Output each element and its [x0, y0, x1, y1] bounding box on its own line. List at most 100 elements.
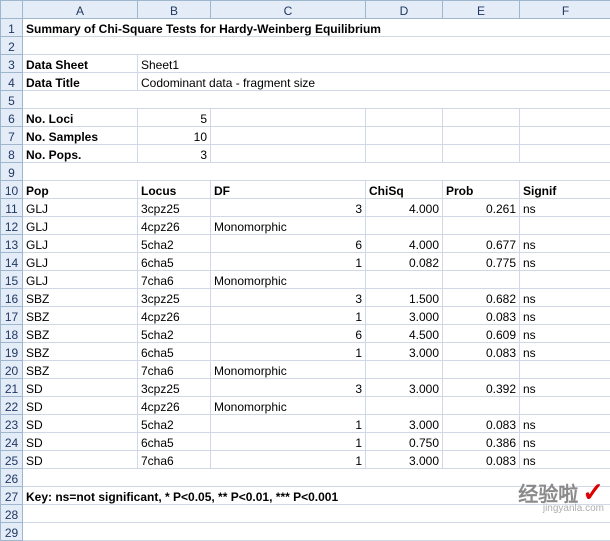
- col-header-E[interactable]: E: [443, 1, 520, 19]
- row-header-1[interactable]: 1: [1, 19, 23, 37]
- cell-df[interactable]: 1: [211, 451, 366, 469]
- row-header-15[interactable]: 15: [1, 271, 23, 289]
- cell-signif[interactable]: ns: [520, 235, 610, 253]
- cell-signif[interactable]: [520, 361, 610, 379]
- row-header-26[interactable]: 26: [1, 469, 23, 487]
- cell-chisq[interactable]: [366, 397, 443, 415]
- cell-df[interactable]: Monomorphic: [211, 397, 366, 415]
- row-header-19[interactable]: 19: [1, 343, 23, 361]
- row-header-23[interactable]: 23: [1, 415, 23, 433]
- cell-chisq[interactable]: 4.000: [366, 235, 443, 253]
- cell-locus[interactable]: 4cpz26: [138, 217, 211, 235]
- cell-pop[interactable]: GLJ: [23, 271, 138, 289]
- cell-prob[interactable]: 0.083: [443, 415, 520, 433]
- cell-locus[interactable]: 5cha2: [138, 325, 211, 343]
- cell-pop[interactable]: SD: [23, 415, 138, 433]
- header-pop[interactable]: Pop: [23, 181, 138, 199]
- cell-signif[interactable]: ns: [520, 253, 610, 271]
- label-nopops[interactable]: No. Pops.: [23, 145, 138, 163]
- header-chisq[interactable]: ChiSq: [366, 181, 443, 199]
- cell-signif[interactable]: ns: [520, 451, 610, 469]
- cell-locus[interactable]: 5cha2: [138, 235, 211, 253]
- cell-locus[interactable]: 5cha2: [138, 415, 211, 433]
- cell-signif[interactable]: [520, 397, 610, 415]
- row-header-27[interactable]: 27: [1, 487, 23, 505]
- title-cell[interactable]: Summary of Chi-Square Tests for Hardy-We…: [23, 19, 610, 37]
- header-locus[interactable]: Locus: [138, 181, 211, 199]
- cell-df[interactable]: 1: [211, 433, 366, 451]
- cell-prob[interactable]: 0.083: [443, 343, 520, 361]
- cell-df[interactable]: 1: [211, 415, 366, 433]
- cell-chisq[interactable]: [366, 271, 443, 289]
- row-header-20[interactable]: 20: [1, 361, 23, 379]
- cell-chisq[interactable]: [366, 217, 443, 235]
- cell-prob[interactable]: [443, 217, 520, 235]
- cell-prob[interactable]: 0.775: [443, 253, 520, 271]
- cell-signif[interactable]: ns: [520, 343, 610, 361]
- row-header-7[interactable]: 7: [1, 127, 23, 145]
- cell-pop[interactable]: SD: [23, 451, 138, 469]
- cell-pop[interactable]: GLJ: [23, 199, 138, 217]
- cell-pop[interactable]: SBZ: [23, 307, 138, 325]
- cell-prob[interactable]: 0.682: [443, 289, 520, 307]
- cell-locus[interactable]: 7cha6: [138, 451, 211, 469]
- col-header-B[interactable]: B: [138, 1, 211, 19]
- cell-prob[interactable]: [443, 271, 520, 289]
- cell-pop[interactable]: SD: [23, 379, 138, 397]
- row-header-25[interactable]: 25: [1, 451, 23, 469]
- label-nosamples[interactable]: No. Samples: [23, 127, 138, 145]
- cell-pop[interactable]: SD: [23, 397, 138, 415]
- label-noloci[interactable]: No. Loci: [23, 109, 138, 127]
- cell-prob[interactable]: [443, 361, 520, 379]
- cell-df[interactable]: 6: [211, 325, 366, 343]
- cell-prob[interactable]: 0.083: [443, 307, 520, 325]
- col-header-C[interactable]: C: [211, 1, 366, 19]
- cell-chisq[interactable]: 3.000: [366, 379, 443, 397]
- cell-pop[interactable]: SD: [23, 433, 138, 451]
- col-header-A[interactable]: A: [23, 1, 138, 19]
- cell-locus[interactable]: 6cha5: [138, 433, 211, 451]
- header-prob[interactable]: Prob: [443, 181, 520, 199]
- cell-df[interactable]: 3: [211, 379, 366, 397]
- cell-prob[interactable]: 0.677: [443, 235, 520, 253]
- cell-signif[interactable]: ns: [520, 199, 610, 217]
- cell-locus[interactable]: 4cpz26: [138, 307, 211, 325]
- cell-prob[interactable]: 0.386: [443, 433, 520, 451]
- cell-chisq[interactable]: 3.000: [366, 415, 443, 433]
- row-header-9[interactable]: 9: [1, 163, 23, 181]
- cell-pop[interactable]: SBZ: [23, 289, 138, 307]
- row-header-6[interactable]: 6: [1, 109, 23, 127]
- cell-locus[interactable]: 3cpz25: [138, 379, 211, 397]
- cell[interactable]: [23, 37, 610, 55]
- cell-df[interactable]: 1: [211, 253, 366, 271]
- cell-df[interactable]: Monomorphic: [211, 217, 366, 235]
- cell-pop[interactable]: SBZ: [23, 361, 138, 379]
- cell-locus[interactable]: 3cpz25: [138, 289, 211, 307]
- cell-df[interactable]: 3: [211, 289, 366, 307]
- row-header-12[interactable]: 12: [1, 217, 23, 235]
- cell[interactable]: [23, 91, 610, 109]
- cell-signif[interactable]: ns: [520, 307, 610, 325]
- row-header-17[interactable]: 17: [1, 307, 23, 325]
- value-datatitle[interactable]: Codominant data - fragment size: [138, 73, 610, 91]
- cell-prob[interactable]: 0.392: [443, 379, 520, 397]
- cell-df[interactable]: 1: [211, 307, 366, 325]
- cell-pop[interactable]: GLJ: [23, 217, 138, 235]
- cell-df[interactable]: Monomorphic: [211, 361, 366, 379]
- cell-prob[interactable]: 0.083: [443, 451, 520, 469]
- header-signif[interactable]: Signif: [520, 181, 610, 199]
- cell-pop[interactable]: SBZ: [23, 325, 138, 343]
- cell[interactable]: [23, 523, 610, 541]
- cell-chisq[interactable]: 4.500: [366, 325, 443, 343]
- cell-signif[interactable]: ns: [520, 289, 610, 307]
- cell-locus[interactable]: 7cha6: [138, 361, 211, 379]
- cell-chisq[interactable]: 1.500: [366, 289, 443, 307]
- cell[interactable]: [23, 469, 610, 487]
- value-datasheet[interactable]: Sheet1: [138, 55, 610, 73]
- cell-pop[interactable]: SBZ: [23, 343, 138, 361]
- value-noloci[interactable]: 5: [138, 109, 211, 127]
- cell-locus[interactable]: 6cha5: [138, 343, 211, 361]
- cell-chisq[interactable]: 4.000: [366, 199, 443, 217]
- row-header-8[interactable]: 8: [1, 145, 23, 163]
- cell-locus[interactable]: 4cpz26: [138, 397, 211, 415]
